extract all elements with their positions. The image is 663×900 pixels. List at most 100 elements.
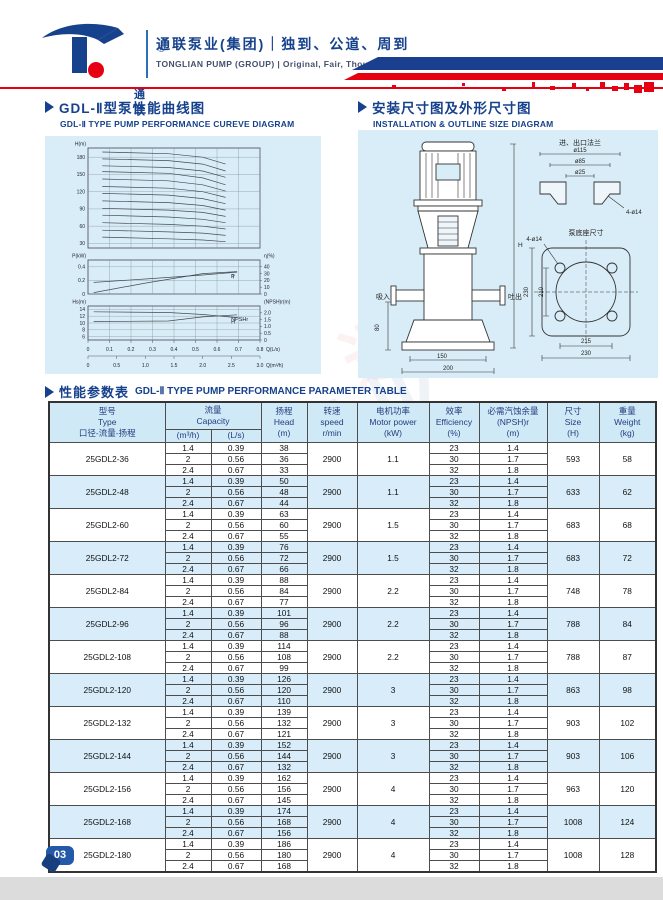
head-cell: 50 (260, 474, 308, 487)
npsh-cell: 1.4 (478, 804, 548, 817)
table-title-en: GDL-Ⅱ TYPE PUMP PERFORMANCE PARAMETER TA… (135, 386, 407, 397)
capacity-ls-cell: 0.67 (210, 661, 262, 674)
efficiency-cell: 32 (428, 595, 480, 608)
head-cell: 162 (260, 771, 308, 784)
installation-diagram-svg: 吸入 吐出 H 80 150 200 进、出口法兰 ø115 ø85 ø25 4… (375, 138, 642, 374)
weight-cell: 58 (598, 441, 657, 476)
efficiency-cell: 23 (428, 672, 480, 685)
head-cell: 126 (260, 672, 308, 685)
capacity-m3h-cell: 1.4 (164, 804, 212, 817)
dim-80: 80 (375, 324, 381, 331)
efficiency-cell: 32 (428, 661, 480, 674)
speed-cell: 2900 (306, 540, 358, 575)
head-cell: 55 (260, 529, 308, 542)
speed-cell: 2900 (306, 639, 358, 674)
speed-cell: 2900 (306, 507, 358, 542)
efficiency-cell: 23 (428, 804, 480, 817)
efficiency-cell: 23 (428, 771, 480, 784)
col-npsh-unit: (m) (506, 427, 520, 438)
speed-cell: 2900 (306, 441, 358, 476)
size-cell: 963 (546, 771, 600, 806)
npsh-cell: 1.7 (478, 584, 548, 597)
svg-text:P(kW): P(kW) (72, 254, 86, 260)
model-cell: 25GDL2-60 (48, 507, 166, 542)
head-cell: 72 (260, 551, 308, 564)
weight-cell: 128 (598, 837, 657, 872)
npsh-cell: 1.8 (478, 760, 548, 773)
col-size-cn: 尺寸 (564, 406, 582, 417)
size-cell: 1008 (546, 837, 600, 872)
capacity-m3h-cell: 2 (164, 551, 212, 564)
head-cell: 139 (260, 705, 308, 718)
efficiency-cell: 23 (428, 639, 480, 652)
power-cell: 4 (356, 837, 430, 872)
col-type: 型号 Type 口径-流量-扬程 (48, 401, 166, 443)
table-row: 25GDL2-168 1.4 0.39 174 2900 4 23 1.4 1008 124 (48, 804, 657, 839)
table-row: 2 0.56 156 30 1.7 (49, 782, 656, 795)
curve-title-en: GDL-Ⅱ TYPE PUMP PERFORMANCE CUREVE DIAGR… (60, 119, 295, 129)
npsh-cell: 1.4 (478, 837, 548, 850)
capacity-ls-cell: 0.56 (210, 815, 262, 828)
svg-text:0: 0 (87, 347, 90, 353)
table-row: 25GDL2-156 1.4 0.39 162 2900 4 23 1.4 963 120 (48, 771, 657, 806)
capacity-ls-cell: 0.39 (210, 606, 262, 619)
capacity-ls-cell: 0.56 (210, 782, 262, 795)
svg-text:(NPSH)r(m): (NPSH)r(m) (264, 300, 291, 306)
svg-text:0.4: 0.4 (78, 265, 85, 271)
capacity-m3h-cell: 2.4 (164, 793, 212, 806)
capacity-m3h-cell: 1.4 (164, 573, 212, 586)
col-power-en: Motor power (369, 416, 417, 427)
table-row: 2.4 0.67 88 32 1.8 (49, 628, 656, 641)
weight-cell: 106 (598, 738, 657, 773)
svg-text:1.0: 1.0 (264, 324, 271, 330)
svg-text:H: H (231, 320, 235, 326)
npsh-cell: 1.8 (478, 529, 548, 542)
power-cell: 3 (356, 705, 430, 740)
svg-text:0.1: 0.1 (106, 347, 113, 353)
efficiency-cell: 32 (428, 694, 480, 707)
power-cell: 1.1 (356, 441, 430, 476)
col-weight-cn: 重量 (618, 406, 636, 417)
dim-flange-bore: ø25 (575, 170, 586, 176)
svg-text:1.0: 1.0 (142, 363, 149, 369)
capacity-ls-cell: 0.39 (210, 771, 262, 784)
efficiency-cell: 30 (428, 452, 480, 465)
capacity-ls-cell: 0.67 (210, 463, 262, 476)
capacity-m3h-cell: 2 (164, 518, 212, 531)
npsh-cell: 1.8 (478, 496, 548, 509)
model-cell: 25GDL2-144 (48, 738, 166, 773)
weight-cell: 120 (598, 771, 657, 806)
col-eff-cn: 效率 (445, 406, 463, 417)
table-row: 25GDL2-120 1.4 0.39 126 2900 3 23 1.4 863 98 (48, 672, 657, 707)
model-cell: 25GDL2-72 (48, 540, 166, 575)
svg-text:10: 10 (79, 321, 85, 327)
head-cell: 88 (260, 628, 308, 641)
capacity-m3h-cell: 2 (164, 650, 212, 663)
capacity-m3h-cell: 2 (164, 584, 212, 597)
svg-text:0.3: 0.3 (149, 347, 156, 353)
install-title-en: INSTALLATION & OUTLINE SIZE DIAGRAM (373, 119, 554, 129)
npsh-cell: 1.4 (478, 705, 548, 718)
size-cell: 593 (546, 441, 600, 476)
capacity-ls-cell: 0.67 (210, 826, 262, 839)
capacity-m3h-cell: 2 (164, 617, 212, 630)
npsh-cell: 1.4 (478, 474, 548, 487)
efficiency-cell: 32 (428, 760, 480, 773)
col-size-unit: (H) (567, 427, 579, 438)
head-cell: 77 (260, 595, 308, 608)
efficiency-cell: 23 (428, 705, 480, 718)
capacity-m3h-cell: 2.4 (164, 562, 212, 575)
size-cell: 863 (546, 672, 600, 707)
npsh-cell: 1.7 (478, 848, 548, 861)
weight-cell: 68 (598, 507, 657, 542)
table-row: 25GDL2-48 1.4 0.39 50 2900 1.1 23 1.4 633 62 (48, 474, 657, 509)
efficiency-cell: 23 (428, 507, 480, 520)
capacity-ls-cell: 0.39 (210, 738, 262, 751)
npsh-cell: 1.4 (478, 738, 548, 751)
power-cell: 3 (356, 738, 430, 773)
weight-cell: 72 (598, 540, 657, 575)
capacity-ls-cell: 0.56 (210, 485, 262, 498)
npsh-cell: 1.8 (478, 562, 548, 575)
col-power-cn: 电机功率 (376, 406, 411, 417)
